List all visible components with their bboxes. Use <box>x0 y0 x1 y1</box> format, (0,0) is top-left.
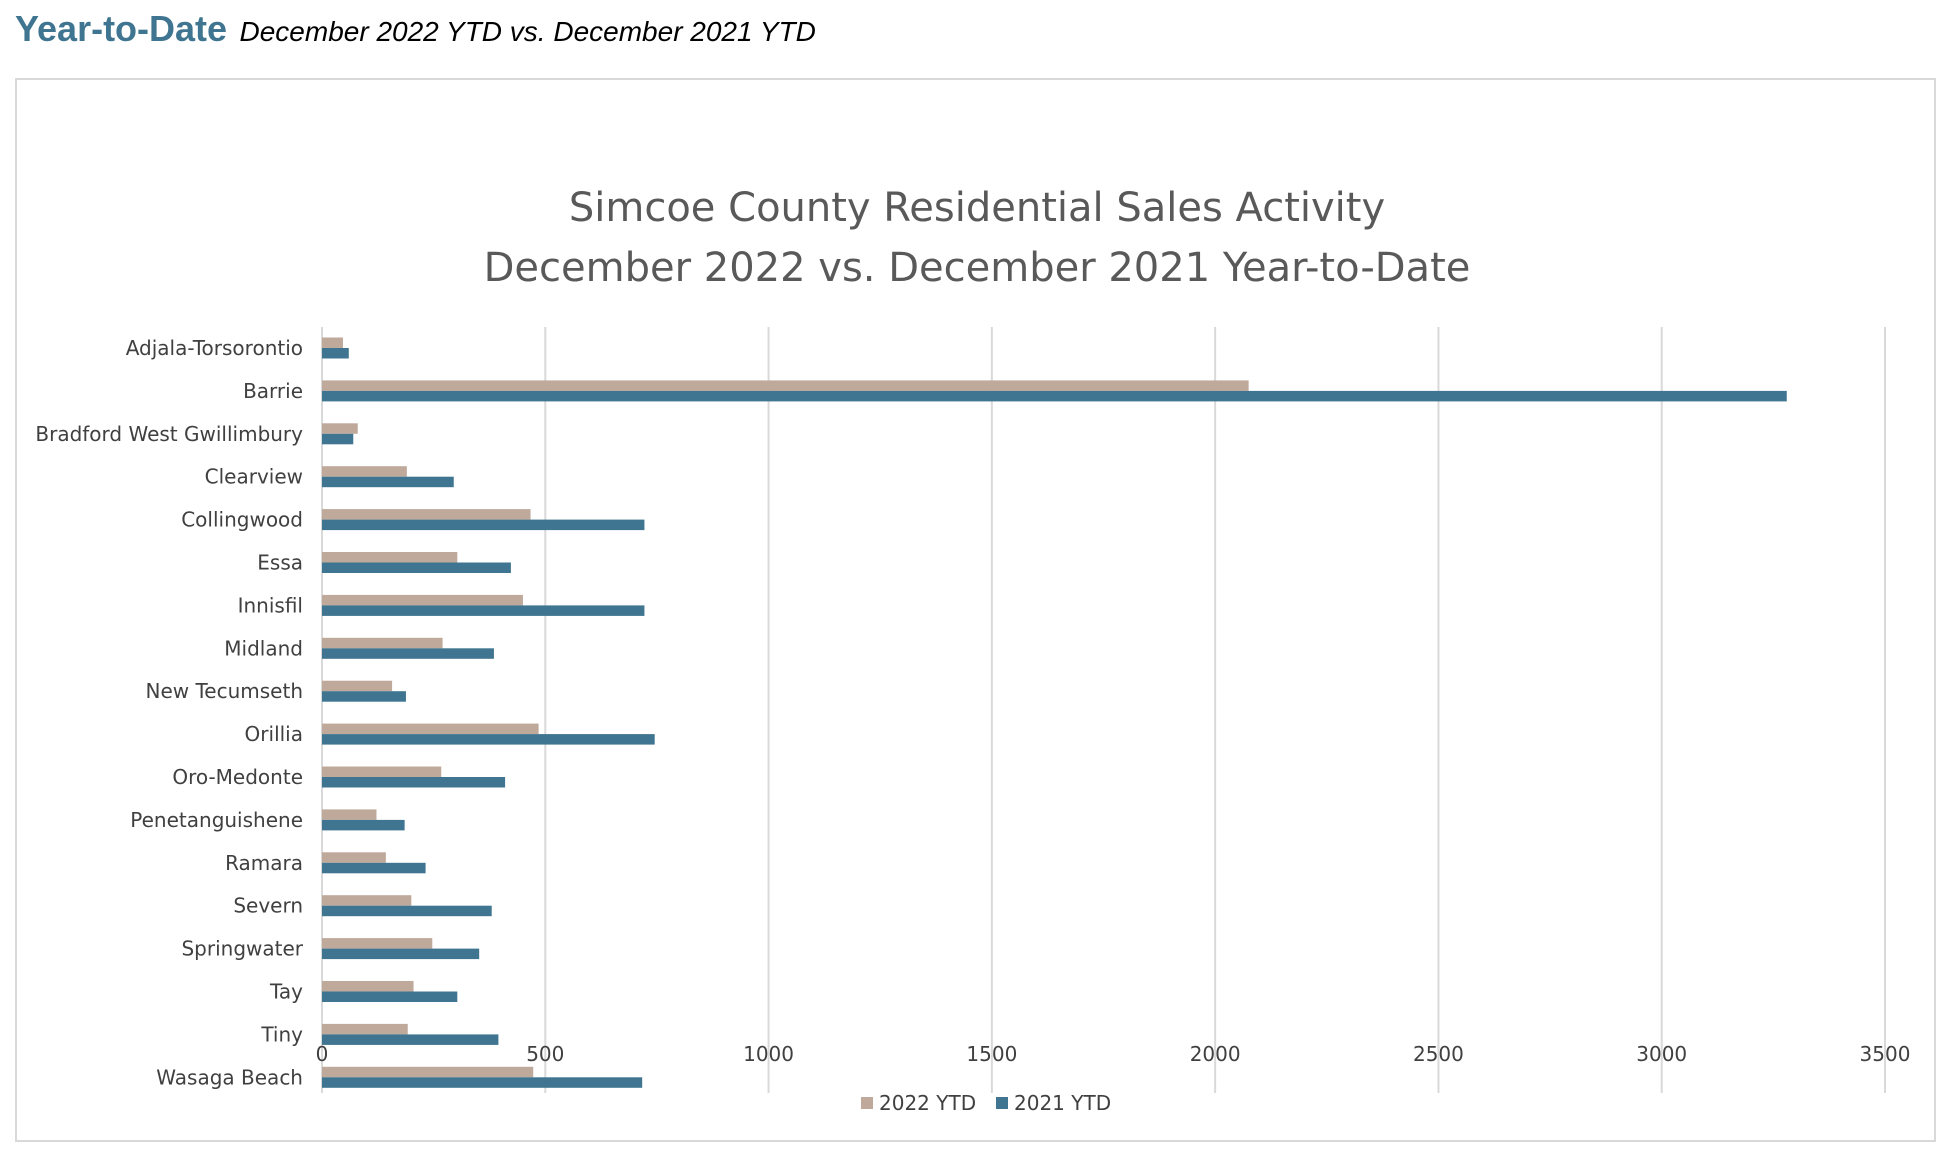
bar-2021 <box>322 390 1787 402</box>
category-labels: Adjala-Torsorontio Barrie Bradford West Gw… <box>35 336 303 1089</box>
chart-frame: Simcoe County Residential Sales Activity… <box>15 78 1936 1142</box>
bar-2021 <box>322 862 426 874</box>
category-label: Midland <box>224 636 303 660</box>
bar-2022 <box>322 723 539 735</box>
legend: 2022 YTD 2021 YTD <box>861 1091 1111 1115</box>
category-label: Innisfil <box>238 593 303 617</box>
legend-label: 2021 YTD <box>1014 1091 1111 1115</box>
chart-subtitle: December 2022 vs. December 2021 Year-to-… <box>484 245 1471 291</box>
bar-2021 <box>322 648 494 659</box>
category-label: Orillia <box>245 722 303 746</box>
category-label: Essa <box>257 551 303 575</box>
bar-2022 <box>322 509 531 520</box>
category-label: Ramara <box>225 851 303 875</box>
bar-2022 <box>322 380 1249 391</box>
bar-2022 <box>322 895 412 906</box>
category-label: Tay <box>269 980 303 1004</box>
category-label: Adjala-Torsorontio <box>126 336 303 360</box>
bar-2022 <box>322 637 443 649</box>
chart-title: Simcoe County Residential Sales Activity <box>569 185 1385 231</box>
category-label: Clearview <box>205 465 303 489</box>
x-tick-label: 500 <box>526 1042 564 1066</box>
bar-2021 <box>322 1077 643 1088</box>
category-label: New Tecumseth <box>146 679 304 703</box>
bar-2021 <box>322 734 655 745</box>
legend-swatch <box>996 1097 1008 1109</box>
bar-2022 <box>322 809 377 820</box>
bar-2022 <box>322 1066 534 1078</box>
x-tick-label: 1000 <box>743 1042 794 1066</box>
bar-2021 <box>322 476 454 488</box>
x-tick-label: 0 <box>316 1042 329 1066</box>
bar-2022 <box>322 766 442 777</box>
bar-2021 <box>322 819 405 831</box>
bar-2022 <box>322 981 414 992</box>
bar-2021 <box>322 348 349 359</box>
legend-swatch <box>861 1097 873 1109</box>
category-label: Oro-Medonte <box>172 765 303 789</box>
category-label: Springwater <box>181 937 303 961</box>
bar-2021 <box>322 691 406 702</box>
bar-2022 <box>322 466 407 477</box>
bar-2021 <box>322 948 480 960</box>
bar-2022 <box>322 938 433 949</box>
bar-2021 <box>322 519 645 531</box>
category-label: Barrie <box>243 379 303 403</box>
page-title: Year-to-Date <box>15 8 228 49</box>
category-label: Tiny <box>260 1022 303 1046</box>
bar-2022 <box>322 852 386 863</box>
x-axis-ticks: 0 500 1000 1500 2000 2500 3000 3500 <box>316 1042 1911 1066</box>
category-label: Collingwood <box>181 508 303 532</box>
bar-2021 <box>322 991 458 1002</box>
bar-2021 <box>322 433 354 445</box>
bars <box>322 337 1787 1088</box>
category-label: Wasaga Beach <box>156 1065 303 1089</box>
category-label: Bradford West Gwillimbury <box>35 422 303 446</box>
x-tick-label: 3500 <box>1860 1042 1911 1066</box>
bar-2021 <box>322 905 492 917</box>
bar-2021 <box>322 1034 499 1045</box>
page-subtitle: December 2022 YTD vs. December 2021 YTD <box>239 16 816 47</box>
x-tick-label: 2500 <box>1413 1042 1464 1066</box>
x-tick-label: 2000 <box>1190 1042 1241 1066</box>
bar-2022 <box>322 594 523 606</box>
bar-2022 <box>322 680 393 692</box>
legend-label: 2022 YTD <box>879 1091 976 1115</box>
bar-2021 <box>322 777 506 788</box>
page-header: Year-to-Date December 2022 YTD vs. Decem… <box>15 8 816 50</box>
gridlines <box>321 327 1886 1093</box>
bar-2022 <box>322 552 458 563</box>
bar-2022 <box>322 337 343 348</box>
bar-2022 <box>322 1023 408 1035</box>
bar-2021 <box>322 562 511 573</box>
x-tick-label: 1500 <box>966 1042 1017 1066</box>
category-label: Penetanguishene <box>130 808 303 832</box>
category-label: Severn <box>233 894 303 918</box>
bar-2022 <box>322 423 358 434</box>
bar-2021 <box>322 605 645 616</box>
x-tick-label: 3000 <box>1636 1042 1687 1066</box>
chart-svg: Simcoe County Residential Sales Activity… <box>35 185 1911 1115</box>
